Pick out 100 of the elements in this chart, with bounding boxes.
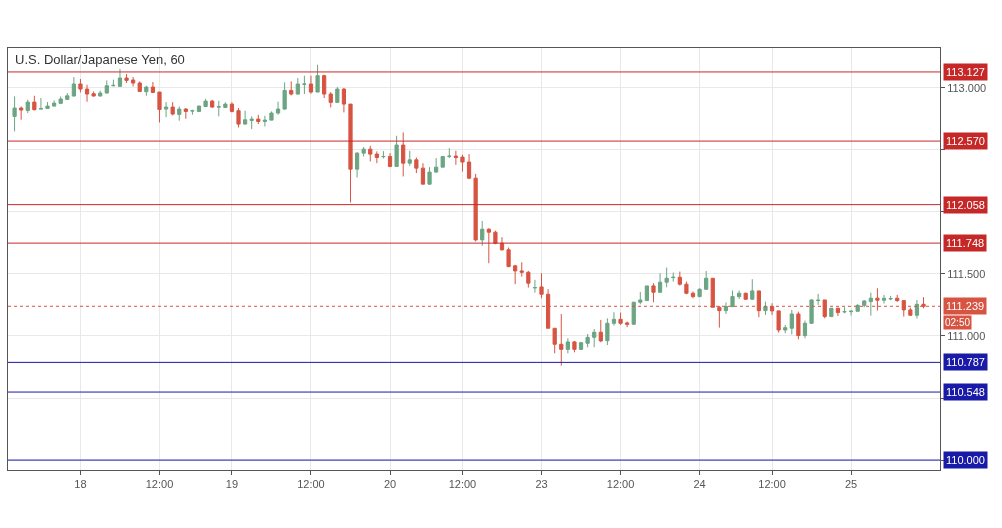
candlestick [723,302,729,315]
ref-line-label: 110.000 [946,454,985,466]
candlestick [282,81,287,111]
candlestick [308,75,314,95]
candlestick [434,157,439,173]
x-tick-label: 12:00 [145,478,174,491]
candlestick [84,84,90,103]
candlestick [829,307,834,318]
candlestick [783,324,788,334]
candlestick [51,99,57,107]
candlestick [611,311,617,327]
ref-line-label: 112.570 [946,135,985,147]
candlestick [888,295,893,301]
candlestick [657,272,663,294]
candlestick [335,86,340,104]
y-tick-label: 113.000 [947,81,987,94]
candlestick [644,285,650,302]
candlestick [802,320,808,339]
candlestick [229,101,235,113]
candlestick [124,73,129,84]
candlestick [302,75,307,95]
candlestick [559,313,564,367]
candlestick [914,299,920,320]
candlestick [466,153,472,180]
candlestick [315,64,320,93]
candlestick [578,341,584,351]
candlestick [664,267,669,288]
candlestick [486,227,491,264]
candlestick [170,101,175,116]
candlestick [671,272,676,283]
candlestick [598,319,603,343]
candlestick [776,310,781,334]
candlestick [513,264,518,285]
candlestick [499,236,505,252]
candlestick [150,81,156,94]
candlestick [236,107,241,128]
ref-line-label: 111.748 [946,237,985,249]
x-tick-label: 19 [225,478,239,491]
candlestick [374,150,379,164]
candlestick [104,79,109,94]
candlestick [842,306,847,314]
candlestick [526,270,531,289]
candlestick [289,80,294,96]
candlestick [144,85,149,97]
candlestick [743,292,748,301]
y-tick-label: 111.000 [947,329,986,342]
x-tick-label: 25 [844,478,858,491]
candlestick [262,115,267,127]
x-tick-label: 24 [693,478,706,491]
candlestick [651,282,656,303]
candlestick [295,77,300,96]
candlestick [249,115,254,130]
candlestick [98,90,103,97]
x-tick-label: 12:00 [758,478,786,491]
candlestick [697,287,702,298]
candlestick [91,90,96,97]
candlestick [275,101,281,116]
candlestick [460,154,465,172]
candlestick [183,108,188,120]
candlestick [269,110,274,121]
candlestick [427,166,432,186]
candlestick [552,327,557,354]
candlestick [131,76,136,87]
candlestick [848,309,854,317]
candlestick [19,105,24,121]
candlestick [25,99,30,114]
x-tick-label: 23 [535,478,548,491]
candlestick [414,156,419,174]
x-tick-label: 12:00 [448,478,477,491]
candlestick [137,80,142,93]
candlestick [322,74,327,99]
candlestick [506,247,511,268]
ref-line-label: 111.239 [946,300,985,312]
candlestick [223,101,228,109]
candlestick [816,293,821,306]
candlestick [381,150,386,159]
candlestick [809,298,814,325]
y-tick-label: 111.500 [947,267,986,280]
candlestick [572,340,577,353]
candlestick [328,91,333,108]
candlestick [539,272,544,299]
candlestick [203,98,208,108]
x-tick-label: 12:00 [606,478,635,491]
candlestick [453,150,458,166]
text: 02:50 [945,317,971,328]
candlestick [737,290,742,300]
ref-line-label: 110.548 [946,386,985,398]
candlestick [532,279,538,294]
candlestick [368,145,373,162]
ref-line-label: 110.787 [946,356,985,368]
candlestick [631,301,636,325]
candlestick [796,311,801,340]
candlestick [394,135,399,167]
candlestick [704,270,709,291]
candlestick [480,220,485,247]
candlestick [210,99,215,109]
candlestick [216,100,221,117]
candlestick [447,147,452,159]
candlestick [111,79,116,87]
candlestick [585,333,590,348]
